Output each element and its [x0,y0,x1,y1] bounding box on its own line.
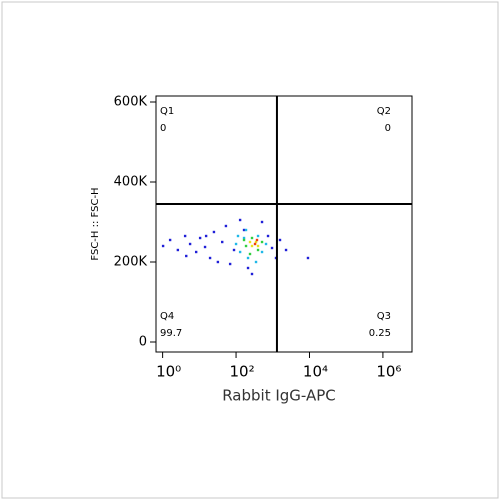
event-dot [306,256,310,260]
x-tick-label: 10⁰ [156,363,181,381]
event-dot [254,260,258,264]
event-dot [253,242,257,246]
event-dot [242,236,246,240]
quadrant-name: Q4 [160,311,174,322]
event-dot [236,234,240,238]
event-dot [234,242,238,246]
event-dot [255,238,259,242]
quadrant-percent: 99.7 [160,328,182,339]
event-dot [161,244,165,248]
event-dot [216,260,220,264]
event-dot [168,238,172,242]
event-dot [228,262,232,266]
event-dot [284,248,288,252]
event-dot [278,238,282,242]
y-axis-label: FSC-H :: FSC-H [90,187,101,260]
quadrant-percent: 0 [160,123,166,134]
event-dot [203,245,207,249]
event-dot [250,244,254,248]
event-dot [198,236,202,240]
quadrant-name: Q1 [160,106,174,117]
event-dot [224,224,228,228]
quadrant-percent: 0.25 [369,328,391,339]
event-dot [232,248,236,252]
event-dot [260,250,264,254]
event-dot [254,240,258,244]
event-dot [176,248,180,252]
event-dot [242,238,246,242]
event-dot [242,228,246,232]
event-dot [208,256,212,260]
event-dot [244,228,248,232]
event-dot [260,240,264,244]
event-dot [246,256,250,260]
event-dot [264,242,268,246]
event-dot [185,254,188,258]
y-tick-label: 0 [139,335,147,350]
event-dot [256,248,260,252]
plot-area [155,95,413,353]
event-dot [221,240,224,244]
event-dot [188,242,192,246]
event-dot [270,246,274,250]
event-dot [256,244,260,248]
event-dot [266,234,270,238]
x-tick-label: 10² [229,363,254,381]
quadrant-name: Q3 [377,311,391,322]
quadrant-name: Q2 [377,106,391,117]
event-dot [248,240,252,244]
event-dot [260,220,264,224]
x-axis-label: Rabbit IgG-APC [222,387,336,405]
y-tick-label: 200K [114,255,148,270]
y-tick-label: 400K [114,175,148,190]
event-dot [250,272,254,276]
y-tick-label: 600K [114,95,148,110]
quadrant-percent: 0 [385,123,391,134]
event-dot [204,234,208,238]
event-dot [183,234,187,238]
event-dot [246,266,250,270]
x-tick-label: 10⁴ [303,363,328,381]
event-dot [238,250,242,254]
event-dot [212,230,216,234]
event-dot [248,252,252,256]
event-dot [238,218,242,222]
event-dot [194,250,198,254]
event-dot [250,236,254,240]
x-tick-label: 10⁶ [376,363,401,381]
event-dot [256,234,260,238]
event-dot [244,244,248,248]
